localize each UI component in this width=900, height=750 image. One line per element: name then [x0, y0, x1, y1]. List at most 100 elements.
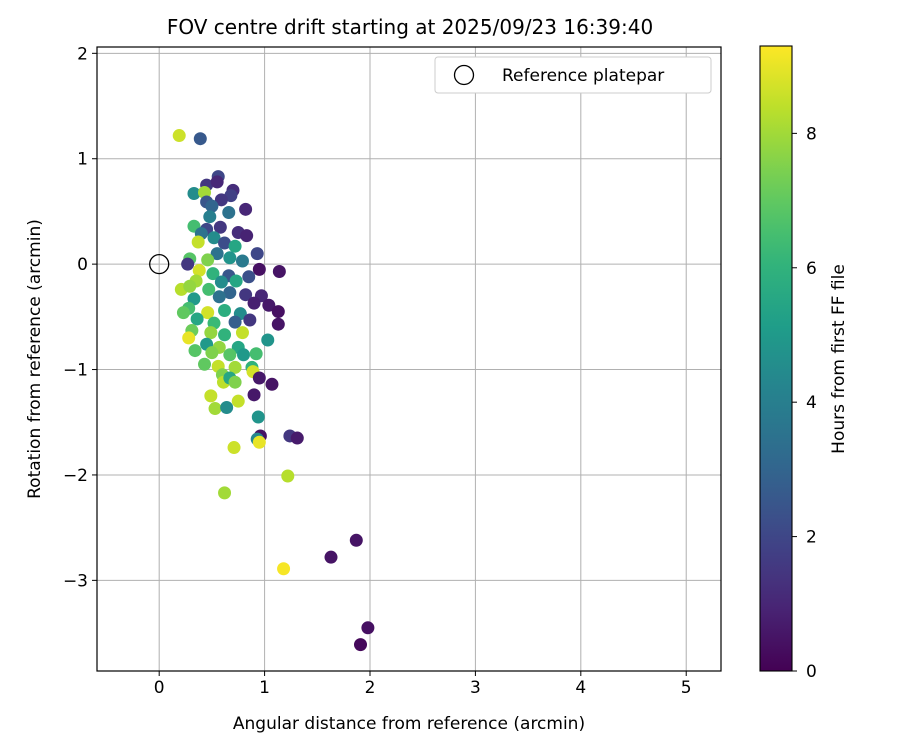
y-tick-label: −1	[63, 361, 88, 381]
scatter-point	[188, 344, 202, 358]
legend-label: Reference platepar	[502, 66, 664, 86]
scatter-point	[262, 298, 276, 312]
scatter-point	[235, 254, 249, 268]
colorbar-tick-label: 2	[806, 528, 817, 548]
scatter-point	[247, 388, 261, 402]
scatter-point	[182, 331, 196, 345]
scatter-point	[349, 533, 363, 547]
reference-platepar-marker	[149, 253, 170, 275]
legend: Reference platepar	[434, 56, 712, 94]
scatter-point	[242, 270, 256, 284]
scatter-point	[239, 288, 253, 302]
scatter-point	[228, 360, 242, 374]
x-tick-label: 5	[681, 678, 692, 698]
grid-lines	[97, 47, 721, 671]
scatter-point	[218, 304, 232, 318]
scatter-point	[235, 326, 249, 340]
scatter-point	[252, 435, 266, 449]
scatter-point	[214, 275, 228, 289]
scatter-point	[218, 328, 232, 342]
colorbar-ticks: 0 2 4 6 8	[792, 124, 817, 682]
scatter-point	[281, 469, 295, 483]
scatter-point	[190, 312, 204, 326]
scatter-point	[290, 431, 304, 445]
legend-marker	[453, 64, 475, 86]
scatter-point	[203, 210, 217, 224]
scatter-point	[214, 193, 228, 207]
y-axis-ticks: 2 1 0 −1 −2 −3	[63, 44, 97, 591]
scatter-point	[228, 375, 242, 389]
scatter-point	[191, 235, 205, 249]
scatter-point	[223, 251, 237, 265]
x-axis-label: Angular distance from reference (arcmin)	[233, 714, 585, 734]
scatter-point	[249, 347, 263, 361]
scatter-point	[187, 292, 201, 306]
scatter-point	[210, 247, 224, 261]
scatter-point	[251, 410, 265, 424]
scatter-point	[181, 257, 195, 271]
scatter-point	[201, 253, 215, 267]
scatter-point	[252, 262, 266, 276]
scatter-point	[277, 562, 291, 576]
scatter-point	[207, 231, 221, 245]
scatter-point	[205, 199, 219, 213]
scatter-point	[237, 348, 251, 362]
scatter-point	[202, 282, 216, 296]
scatter-point	[192, 263, 206, 277]
colorbar-tick-label: 6	[806, 259, 817, 279]
scatter-point	[193, 132, 207, 146]
scatter-point	[265, 377, 279, 391]
scatter-point	[252, 371, 266, 385]
scatter-point	[261, 333, 275, 347]
y-axis-label: Rotation from reference (arcmin)	[25, 219, 45, 499]
x-tick-label: 3	[470, 678, 481, 698]
scatter-point	[239, 202, 253, 216]
y-tick-label: 0	[77, 255, 88, 275]
scatter-point	[206, 267, 220, 281]
scatter-point	[210, 175, 224, 189]
scatter-point	[228, 239, 242, 253]
scatter-point	[201, 306, 215, 320]
colorbar-tick-label: 0	[806, 662, 817, 682]
x-tick-label: 4	[575, 678, 586, 698]
scatter-point	[220, 400, 234, 414]
x-axis-ticks: 0 1 2 3 4 5	[154, 671, 692, 698]
chart-title: FOV centre drift starting at 2025/09/23 …	[167, 15, 653, 39]
x-tick-label: 0	[154, 678, 165, 698]
scatter-point	[361, 621, 375, 635]
data-points	[172, 129, 375, 652]
scatter-point	[229, 274, 243, 288]
scatter-point	[354, 638, 368, 652]
y-tick-label: 2	[77, 44, 88, 64]
colorbar-tick-label: 4	[806, 393, 817, 413]
colorbar	[759, 45, 793, 672]
scatter-point	[222, 205, 236, 219]
scatter-point	[198, 357, 212, 371]
scatter-point	[324, 550, 338, 564]
scatter-point	[208, 402, 222, 416]
plot-frame	[96, 46, 722, 672]
scatter-point	[205, 346, 219, 360]
colorbar-label: Hours from first FF file	[829, 264, 849, 454]
scatter-point	[250, 247, 264, 261]
scatter-point	[243, 313, 257, 327]
scatter-point	[228, 315, 242, 329]
scatter-point	[212, 290, 226, 304]
scatter-point	[271, 305, 285, 319]
legend-box	[434, 56, 712, 94]
scatter-point	[240, 229, 254, 243]
scatter-point	[272, 265, 286, 279]
scatter-point	[247, 296, 261, 310]
scatter-point	[218, 236, 232, 250]
y-tick-label: 1	[77, 150, 88, 170]
y-tick-label: −3	[63, 571, 88, 591]
scatter-point	[231, 394, 245, 408]
scatter-point	[183, 279, 197, 293]
scatter-point	[213, 220, 227, 234]
scatter-point	[227, 441, 241, 455]
scatter-point	[172, 129, 186, 143]
scatter-point	[176, 306, 190, 320]
scatter-point	[271, 317, 285, 331]
scatter-point	[204, 389, 218, 403]
